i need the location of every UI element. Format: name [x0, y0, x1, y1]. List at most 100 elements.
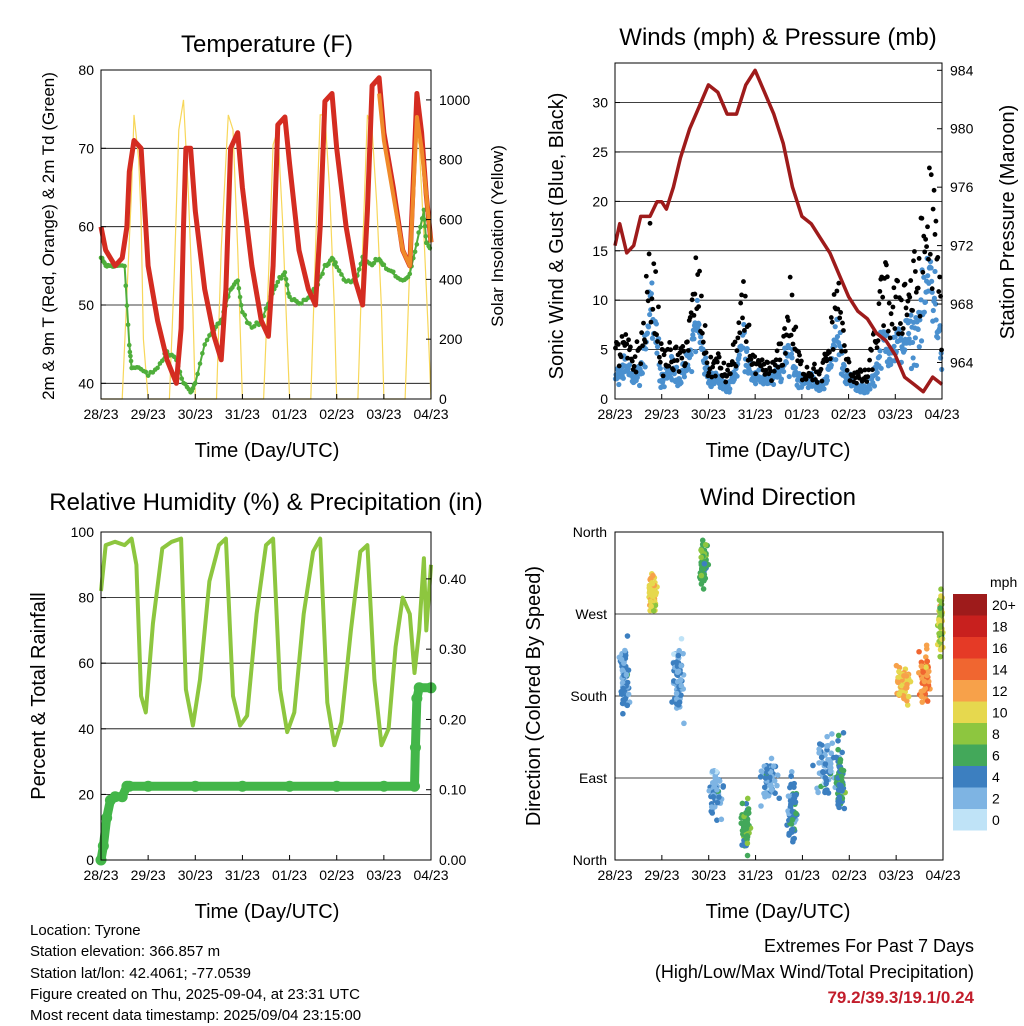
wind-gust-point — [716, 354, 722, 360]
wind-gust-point — [935, 255, 941, 260]
wind-speed-point — [696, 321, 702, 328]
direction-point — [841, 805, 848, 812]
wind-gust-point — [777, 357, 783, 363]
wind-gust-point — [869, 347, 874, 353]
wind-gust-point — [920, 269, 926, 275]
direction-point — [623, 671, 630, 678]
wind-gust-point — [785, 318, 791, 323]
wind-speed-point — [902, 347, 908, 353]
temp-x-tick-label: 03/23 — [366, 406, 401, 422]
wind-gust-point — [769, 378, 774, 384]
dewpoint-point — [333, 260, 338, 265]
precip-point — [236, 780, 248, 792]
dewpoint-point — [422, 217, 427, 222]
direction-point — [698, 554, 705, 561]
wind-gust-point — [765, 360, 771, 365]
direction-point — [838, 767, 845, 773]
dewpoint-point — [171, 354, 177, 360]
direction-point — [774, 782, 780, 789]
winds-pressure-plot-area — [612, 68, 945, 400]
wind-speed-point — [691, 336, 697, 342]
wind-gust-point — [696, 304, 702, 310]
direction-point — [714, 787, 720, 793]
direction-point — [785, 808, 791, 814]
pressure-line — [613, 68, 944, 394]
wind-gust-point — [774, 348, 780, 354]
wind-speed-point — [654, 350, 660, 356]
wind-speed-point — [781, 368, 787, 375]
wind-gust-point — [725, 367, 730, 373]
direction-point — [822, 761, 829, 767]
wind-gust-point — [692, 291, 698, 297]
wind-gust-point — [804, 364, 810, 370]
dewpoint-point — [414, 242, 420, 247]
wind-speed-point — [875, 376, 881, 382]
temp-y-tick-label: 70 — [78, 140, 94, 156]
wind-gust-point — [893, 294, 899, 300]
direction-point — [839, 787, 845, 794]
wind-speed-point — [871, 383, 878, 389]
wind-y2-tick-label: 976 — [950, 179, 974, 195]
dewpoint-point — [195, 371, 200, 377]
colorbar-swatch — [953, 787, 987, 809]
wind-speed-point — [620, 375, 626, 381]
wind-y-tick-label: 10 — [592, 292, 608, 308]
winds-pressure-title: Winds (mph) & Pressure (mb) — [619, 24, 936, 51]
wind-speed-point — [832, 324, 838, 330]
wind-gust-point — [862, 367, 868, 373]
wind-gust-point — [743, 339, 749, 345]
precip-point — [189, 780, 201, 792]
wind-gust-point — [624, 341, 630, 347]
dir-x-tick-label: 01/23 — [785, 867, 820, 883]
wind-gust-point — [666, 363, 672, 369]
wind-gust-point — [644, 289, 650, 295]
wind-gust-point — [924, 244, 929, 249]
wind-speed-point — [932, 301, 939, 307]
wind-gust-point — [748, 357, 754, 362]
direction-point — [620, 710, 626, 717]
direction-point — [924, 672, 930, 679]
dir-y-tick-label: South — [570, 688, 607, 704]
wind-gust-point — [925, 224, 930, 230]
wind-gust-point — [847, 378, 853, 383]
precip-point — [123, 780, 135, 792]
direction-point — [895, 679, 901, 686]
wind-y-tick-label: 0 — [600, 391, 608, 407]
wind-speed-point — [908, 312, 914, 318]
precip-point — [411, 692, 423, 704]
wind-gust-point — [618, 354, 624, 360]
direction-point — [647, 598, 654, 605]
rh-y2-tick-label: 0.30 — [439, 641, 466, 657]
wind-gust-point — [889, 321, 895, 327]
wind-gust-point — [628, 344, 633, 350]
wind-gust-point — [685, 348, 691, 353]
wind-gust-point — [649, 296, 655, 302]
extremes-heading: Extremes For Past 7 Days — [763, 936, 974, 956]
rh-y2-tick-label: 0.40 — [439, 571, 466, 587]
wind-speed-point — [930, 307, 936, 314]
wind-speed-point — [921, 274, 927, 280]
wind-gust-point — [932, 232, 938, 237]
wind-gust-point — [753, 371, 759, 377]
direction-point — [939, 636, 945, 643]
rh-y-tick-label: 40 — [78, 721, 94, 737]
wind-y-tick-label: 30 — [592, 95, 608, 111]
dir-x-tick-label: 30/23 — [691, 867, 726, 883]
direction-point — [673, 690, 680, 697]
dir-y-tick-label: North — [573, 852, 607, 868]
dir-y-tick-label: North — [573, 524, 607, 540]
rh-x-tick-label: 01/23 — [272, 867, 307, 883]
temperature-frame — [100, 69, 432, 400]
wind-speed-point — [770, 381, 777, 387]
dewpoint-point — [416, 230, 421, 235]
direction-point — [790, 798, 796, 804]
wind-speed-point — [636, 382, 643, 389]
direction-point — [739, 800, 746, 807]
direction-point — [905, 693, 912, 700]
wind-speed-point — [688, 352, 694, 358]
wind-gust-point — [844, 367, 850, 373]
wind-gust-point — [907, 294, 913, 300]
wind-gust-point — [899, 331, 905, 336]
dewpoint-point — [128, 353, 133, 359]
